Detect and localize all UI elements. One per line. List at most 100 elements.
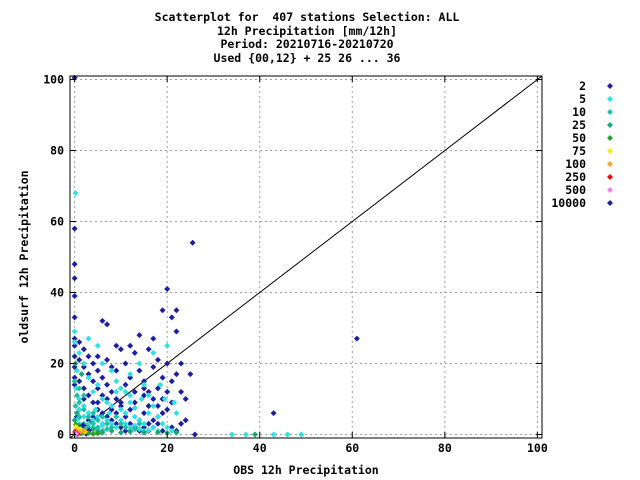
- point-10000-45: [164, 285, 171, 292]
- point-10000-37: [145, 346, 152, 353]
- point-5-56: [228, 431, 235, 438]
- point-10000-119: [159, 427, 166, 434]
- point-10000-12: [76, 339, 83, 346]
- point-10000-47: [168, 314, 175, 321]
- point-10000-52: [182, 395, 189, 402]
- point-5-1: [71, 328, 78, 335]
- point-10000-8: [71, 353, 78, 360]
- point-5-6: [94, 381, 101, 388]
- point-10000-20: [104, 321, 111, 328]
- x-axis-label: OBS 12h Precipitation: [233, 463, 378, 477]
- point-10000-73: [76, 378, 83, 385]
- point-10000-92: [164, 406, 171, 413]
- point-10000-59: [141, 410, 148, 417]
- point-10000-4: [71, 293, 78, 300]
- point-10000-54: [189, 239, 196, 246]
- point-5-40: [136, 426, 143, 433]
- point-5-14: [127, 399, 134, 406]
- legend-label-10000: 10000: [551, 196, 586, 210]
- legend-marker-500: [607, 187, 613, 193]
- point-10000-26: [117, 399, 124, 406]
- point-10000-113: [150, 395, 157, 402]
- x-tick-label-0: 0: [71, 441, 78, 455]
- legend-marker-25: [607, 122, 613, 128]
- point-5-53: [164, 342, 171, 349]
- point-10000-82: [117, 424, 124, 431]
- point-5-62: [85, 335, 92, 342]
- legend-label-50: 50: [572, 131, 586, 145]
- y-tick-label-4: 80: [50, 144, 64, 158]
- point-10000-64: [117, 403, 124, 410]
- title-line-3: Period: 20210716-20210720: [220, 37, 394, 51]
- point-10-3: [80, 406, 87, 413]
- point-10000-43: [159, 307, 166, 314]
- title-line-1: Scatterplot for 407 stations Selection: …: [154, 10, 460, 24]
- point-10000-84: [127, 420, 134, 427]
- point-10000-50: [173, 328, 180, 335]
- point-10000-39: [150, 364, 157, 371]
- point-10000-31: [131, 388, 138, 395]
- point-10000-49: [173, 307, 180, 314]
- point-5-57: [242, 431, 249, 438]
- point-10000-62: [127, 406, 134, 413]
- point-5-26: [73, 385, 80, 392]
- point-10-24: [76, 385, 83, 392]
- point-10000-89: [150, 417, 157, 424]
- point-5-78: [171, 399, 178, 406]
- point-5-61: [94, 342, 101, 349]
- point-10000-34: [136, 332, 143, 339]
- legend-label-75: 75: [572, 144, 586, 158]
- legend-label-5: 5: [579, 92, 586, 106]
- point-10000-44: [159, 374, 166, 381]
- point-10000-3: [71, 275, 78, 282]
- point-10000-69: [94, 367, 101, 374]
- point-5-13: [122, 410, 129, 417]
- y-tick-label-3: 60: [50, 215, 64, 229]
- point-10000-53: [187, 371, 194, 378]
- point-10-22: [131, 426, 138, 433]
- point-10000-108: [164, 388, 171, 395]
- point-5-36: [117, 417, 124, 424]
- point-5-59: [284, 431, 291, 438]
- title-line-4: Used {00,12} + 25 26 ... 36: [213, 50, 401, 65]
- point-10000-35: [141, 378, 148, 385]
- point-100-2: [80, 428, 87, 435]
- legend-marker-10000: [607, 200, 613, 206]
- point-25-17: [78, 371, 85, 378]
- plot-frame: [69, 75, 543, 439]
- point-5-17: [141, 420, 148, 427]
- point-5-52: [150, 349, 157, 356]
- point-5-50: [145, 392, 152, 399]
- x-tick-label-1: 20: [160, 441, 174, 455]
- point-5-47: [168, 427, 175, 434]
- point-5-18: [145, 410, 152, 417]
- legend-marker-2: [607, 83, 613, 89]
- legend-label-2: 2: [579, 79, 586, 93]
- point-10000-115: [141, 385, 148, 392]
- y-axis-label: oldsurf 12h Precipitation: [17, 170, 31, 343]
- point-5-25: [73, 367, 80, 374]
- point-5-15: [131, 413, 138, 420]
- legend-label-10: 10: [572, 105, 586, 119]
- point-5-51: [141, 381, 148, 388]
- point-10-4: [85, 413, 92, 420]
- legend-marker-5: [607, 96, 613, 102]
- point-25-9: [117, 429, 124, 436]
- point-10000-95: [178, 420, 185, 427]
- point-10-6: [94, 417, 101, 424]
- point-10000-46: [164, 360, 171, 367]
- point-10-25: [80, 392, 87, 399]
- point-10-7: [99, 413, 106, 420]
- point-10000-55: [191, 431, 198, 438]
- point-10000-65: [113, 395, 120, 402]
- diagonal-line-layer: [69, 75, 543, 439]
- point-10000-27: [122, 360, 129, 367]
- point-10000-6: [71, 335, 78, 342]
- point-10000-22: [108, 364, 115, 371]
- point-10000-13: [76, 356, 83, 363]
- point-10000-81: [113, 420, 120, 427]
- point-10000-10: [71, 374, 78, 381]
- point-5-37: [122, 420, 129, 427]
- point-10000-24: [113, 342, 120, 349]
- point-10000-80: [108, 417, 115, 424]
